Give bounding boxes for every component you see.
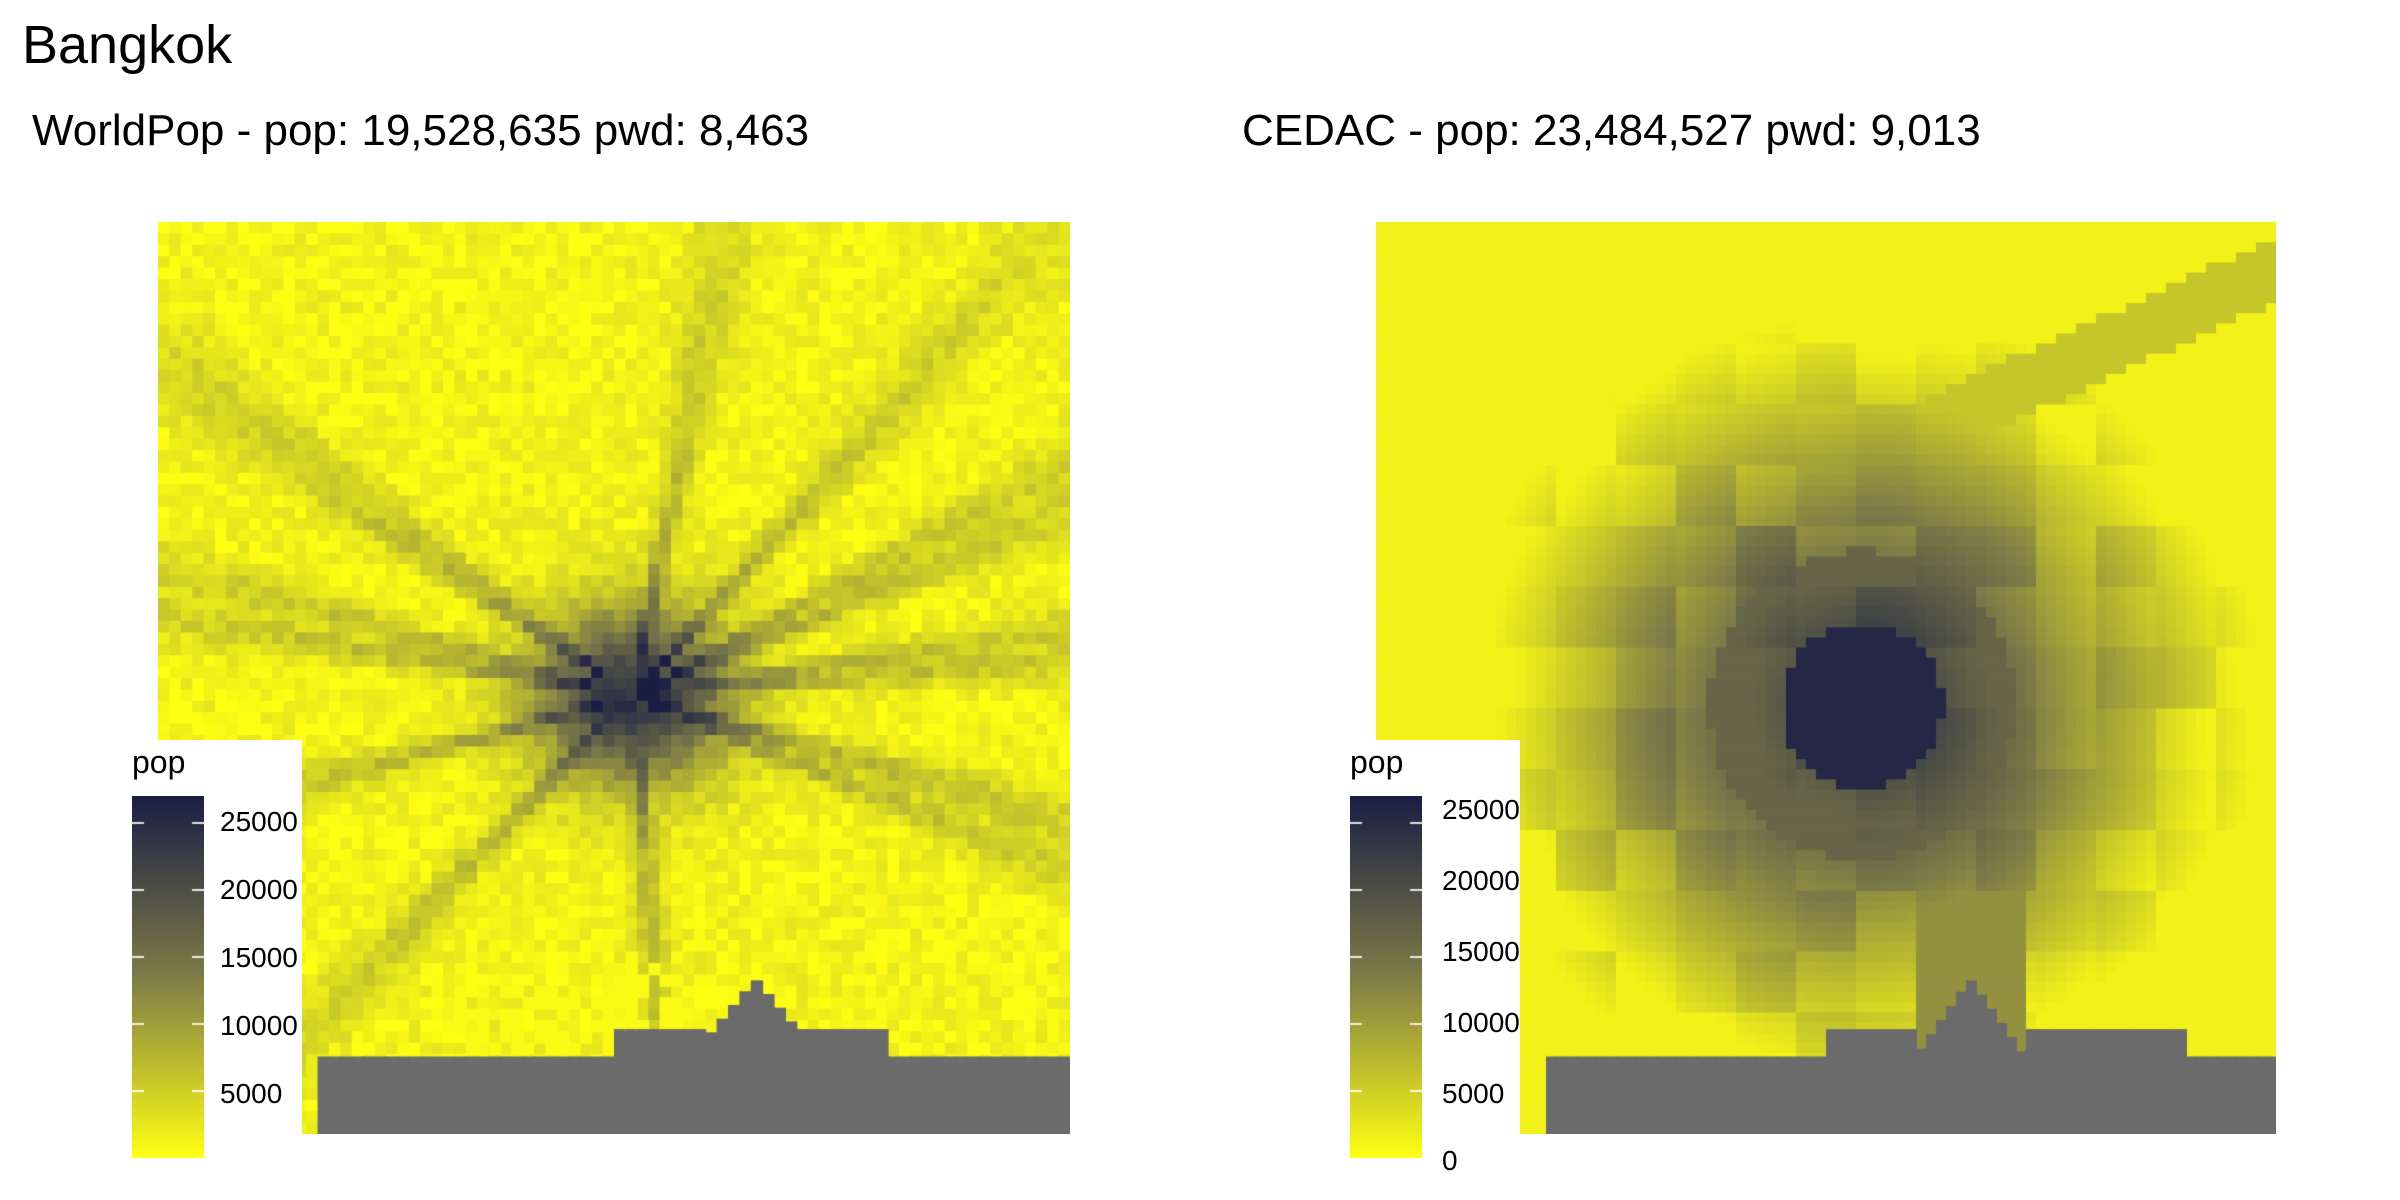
cedac-legend-tick-20000: 20000 bbox=[1442, 865, 1520, 896]
figure-title: Bangkok bbox=[22, 15, 233, 75]
cedac-legend-title: pop bbox=[1350, 744, 1404, 780]
worldpop-legend: pop 25000 20000 15000 10000 5000 bbox=[132, 740, 302, 1180]
worldpop-population-map bbox=[158, 222, 1070, 1134]
cedac-legend-tick-15000: 15000 bbox=[1442, 936, 1520, 967]
cedac-legend-tick-10000: 10000 bbox=[1442, 1007, 1520, 1038]
cedac-population-map bbox=[1376, 222, 2276, 1134]
worldpop-legend-tick-10000: 10000 bbox=[220, 1010, 298, 1041]
cedac-legend-tick-0: 0 bbox=[1442, 1145, 1458, 1176]
worldpop-legend-tick-5000: 5000 bbox=[220, 1078, 283, 1109]
worldpop-legend-title: pop bbox=[132, 744, 186, 780]
worldpop-legend-tick-15000: 15000 bbox=[220, 942, 298, 973]
worldpop-subtitle: WorldPop - pop: 19,528,635 pwd: 8,463 bbox=[32, 106, 810, 155]
worldpop-legend-tick-25000: 25000 bbox=[220, 806, 298, 837]
cedac-legend-tick-25000: 25000 bbox=[1442, 794, 1520, 825]
cedac-legend-colorbar bbox=[1350, 796, 1422, 1158]
worldpop-legend-tick-20000: 20000 bbox=[220, 874, 298, 905]
cedac-subtitle: CEDAC - pop: 23,484,527 pwd: 9,013 bbox=[1242, 106, 1981, 155]
cedac-legend: pop 25000 20000 15000 10000 5000 0 bbox=[1350, 740, 1520, 1180]
cedac-legend-tick-5000: 5000 bbox=[1442, 1078, 1505, 1109]
worldpop-legend-colorbar bbox=[132, 796, 204, 1158]
